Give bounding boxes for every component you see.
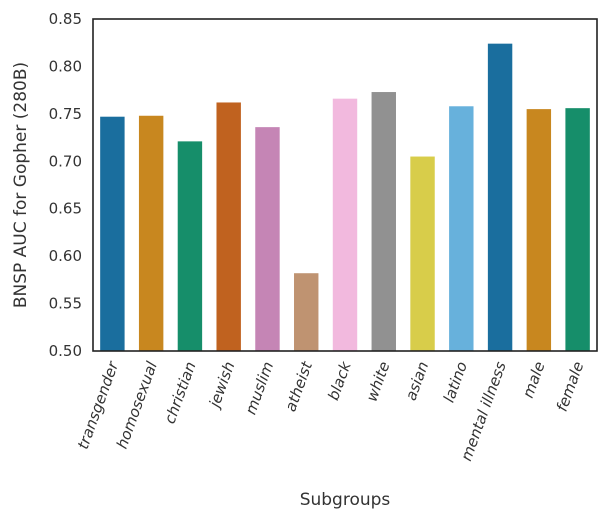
x-tick-label: male: [519, 359, 549, 400]
x-tick-label: black: [324, 358, 355, 403]
x-tick-label: asian: [402, 359, 433, 403]
x-tick-label: homosexual: [113, 358, 161, 451]
bars: [100, 44, 590, 351]
bar-asian: [410, 157, 434, 351]
y-tick-label: 0.75: [49, 105, 82, 123]
x-tick-label: christian: [161, 359, 200, 426]
y-tick-label: 0.80: [49, 57, 82, 75]
bar-homosexual: [139, 116, 163, 351]
y-tick-label: 0.55: [49, 295, 82, 313]
bar-atheist: [294, 273, 318, 351]
y-tick-label: 0.65: [49, 200, 82, 218]
bar-jewish: [216, 102, 240, 351]
bar-black: [333, 99, 357, 351]
y-tick-label: 0.85: [49, 10, 82, 28]
y-tick-label: 0.60: [49, 247, 82, 265]
bar-male: [527, 109, 551, 351]
x-tick-label: muslim: [242, 359, 278, 417]
bar-christian: [178, 141, 202, 351]
x-tick-label: white: [363, 359, 394, 404]
x-tick-label: female: [553, 359, 588, 414]
bar-transgender: [100, 117, 124, 351]
bar-female: [565, 108, 589, 351]
y-tick-label: 0.70: [49, 152, 82, 170]
bar-latino: [449, 106, 473, 351]
x-tick-label: latino: [440, 359, 471, 405]
y-tick-label: 0.50: [49, 342, 82, 360]
bar-muslim: [255, 127, 279, 351]
bar-white: [372, 92, 396, 351]
y-axis-ticks: 0.50 0.55 0.60 0.65 0.70 0.75 0.80 0.85: [49, 10, 82, 360]
x-tick-label: atheist: [281, 358, 316, 414]
x-tick-label: jewish: [205, 359, 239, 411]
bar-mental-illness: [488, 44, 512, 351]
x-axis-label: Subgroups: [300, 490, 391, 510]
y-axis-label: BNSP AUC for Gopher (280B): [11, 62, 31, 308]
